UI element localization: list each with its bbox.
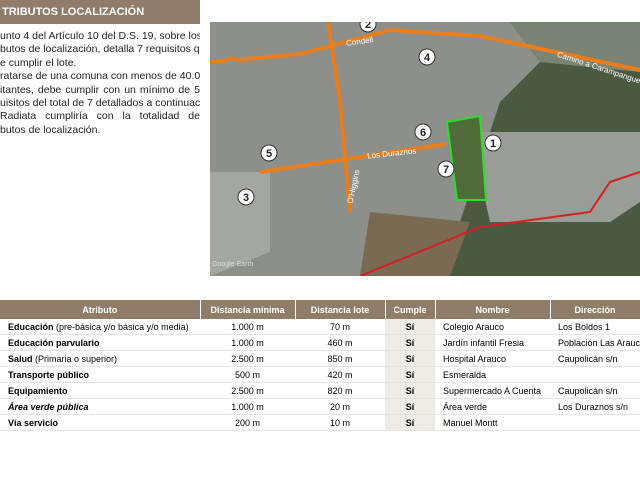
marker-circle <box>437 160 455 178</box>
table-cell: Sí <box>385 382 435 399</box>
marker-label: 1 <box>490 138 496 150</box>
table-row: Educación (pre-básica y/o básica y/o med… <box>0 319 640 335</box>
column-header: Distancia mínima <box>200 300 296 319</box>
table-cell: Los Boldos 1 <box>550 319 640 335</box>
table-cell: 500 m <box>200 366 295 383</box>
table-cell: Caupolicán s/n <box>550 382 640 399</box>
table-cell: Sí <box>385 414 435 431</box>
column-header: Atributo <box>0 300 201 319</box>
attribute-cell: Vía servicio <box>0 414 200 431</box>
table-cell: Los Duraznos s/n <box>550 398 640 415</box>
attribute-name: Área verde pública <box>8 401 89 412</box>
table-cell: 20 m <box>295 398 385 415</box>
attribute-cell: Educación (pre-básica y/o básica y/o med… <box>0 319 200 335</box>
attribute-cell: Transporte público <box>0 366 200 383</box>
marker-circle <box>484 134 502 152</box>
table-cell: Sí <box>385 350 435 367</box>
paragraph-line: unto 4 del Artículo 10 del D.S. 19, sobr… <box>0 30 200 42</box>
table-cell: Sí <box>385 334 435 351</box>
column-header: Nombre <box>435 300 551 319</box>
table-cell: 200 m <box>200 414 295 431</box>
table-cell: Esmeralda <box>435 366 550 383</box>
table-cell: 2.500 m <box>200 350 295 367</box>
table-row: Área verde pública 1.000 m 20 m Sí Área verd… <box>0 398 640 415</box>
column-header: Cumple <box>385 300 436 319</box>
marker-label: 4 <box>424 52 431 64</box>
attribute-name: Equipamiento <box>8 385 68 396</box>
marker-label: 7 <box>443 164 449 176</box>
marker-circle <box>260 144 278 162</box>
attribute-name: Educación <box>8 321 54 332</box>
attribute-name: Educación parvulario <box>8 337 100 348</box>
marker-label: 2 <box>365 22 371 31</box>
marker-circle <box>418 48 436 66</box>
paragraph-line: e cumplir el lote. <box>0 56 77 69</box>
marker-label: 3 <box>243 192 249 204</box>
table-cell: 420 m <box>295 366 385 383</box>
table-cell: Jardín infantil Fresia <box>435 334 550 351</box>
paragraph: unto 4 del Artículo 10 del D.S. 19, sobr… <box>0 30 200 137</box>
table-cell: Colegio Arauco <box>435 319 550 335</box>
marker-circle <box>414 123 432 141</box>
paragraph-line: butos de localización, detalla 7 requisi… <box>0 43 200 56</box>
table-row: Vía servicio 200 m 10 m Sí Manuel Montt <box>0 414 640 431</box>
table-cell: 1.000 m <box>200 334 295 351</box>
table-row: Transporte público 500 m 420 m Sí Esmeralda <box>0 366 640 383</box>
table-cell: 460 m <box>295 334 385 351</box>
table-cell: Sí <box>385 398 435 415</box>
table-cell: 2.500 m <box>200 382 295 399</box>
paragraph-line: itantes, debe cumplir con un mínimo de 5 <box>0 83 200 96</box>
table-row: Educación parvulario 1.000 m 460 m Sí Jardín… <box>0 334 640 351</box>
attribute-detail: (Primaria o superior) <box>35 353 118 364</box>
column-header: Dirección <box>550 300 640 319</box>
paragraph-line: uisitos del total de 7 detallados a cont… <box>0 97 200 110</box>
table-cell: Supermercado A Cuenta <box>435 382 550 399</box>
empty-cell <box>550 414 640 431</box>
map-credit: Google Earth <box>212 261 253 268</box>
table-cell: 1.000 m <box>200 398 295 415</box>
marker-circle <box>237 188 255 206</box>
attribute-cell: Área verde pública <box>0 398 200 415</box>
table-cell: Sí <box>385 366 435 383</box>
table-row: Equipamiento 2.500 m 820 m Sí Supermercado A… <box>0 382 640 399</box>
table-cell: Caupolicán s/n <box>550 350 640 367</box>
paragraph-line: butos de localización. <box>0 123 101 136</box>
marker-circle <box>359 22 377 33</box>
section-title: TRIBUTOS LOCALIZACIÓN <box>0 0 200 24</box>
road-label: Condell <box>346 35 374 48</box>
attribute-name: Salud <box>8 353 33 364</box>
table-cell: 70 m <box>295 319 385 335</box>
attribute-name: Transporte público <box>8 369 90 380</box>
attributes-table: Atributo Distancia mínima Distancia lote Cu… <box>0 300 640 431</box>
empty-cell <box>550 366 640 383</box>
table-cell: 820 m <box>295 382 385 399</box>
attribute-name: Vía servicio <box>8 417 59 428</box>
table-cell: Población Las Araucar <box>550 334 640 351</box>
paragraph-line: ratarse de una comuna con menos de 40.00… <box>0 70 200 83</box>
table-cell: Manuel Montt <box>435 414 550 431</box>
attribute-cell: Salud (Primaria o superior) <box>0 350 200 367</box>
marker-label: 5 <box>266 148 272 160</box>
table-cell: 850 m <box>295 350 385 367</box>
attribute-cell: Equipamiento <box>0 382 200 399</box>
table-cell: Hospital Arauco <box>435 350 550 367</box>
table-cell: 10 m <box>295 414 385 431</box>
marker-label: 6 <box>420 127 426 139</box>
attribute-detail: (pre-básica y/o básica y/o media) <box>56 321 189 332</box>
column-header: Distancia lote <box>295 300 386 319</box>
table-cell: Área verde <box>435 398 550 415</box>
paragraph-line: Radiata cumpliría con la totalidad de <box>0 110 200 123</box>
attribute-cell: Educación parvulario <box>0 334 200 351</box>
table-cell: 1.000 m <box>200 319 295 335</box>
table-cell: Sí <box>385 319 435 335</box>
